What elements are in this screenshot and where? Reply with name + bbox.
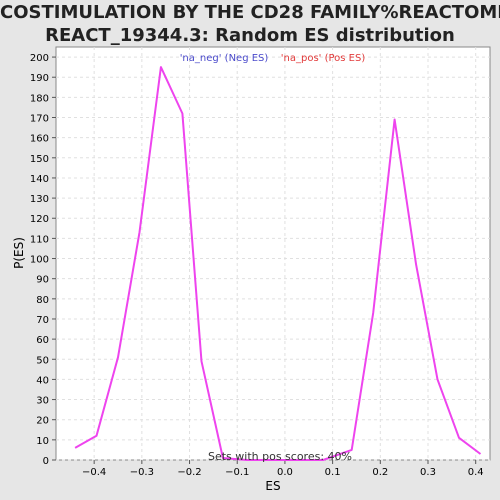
chart-title-line-2: REACT_19344.3: Random ES distribution: [45, 25, 455, 46]
x-tick-label: 0.4: [468, 467, 484, 478]
x-tick-label: 0.1: [325, 467, 341, 478]
y-tick-label: 100: [30, 255, 49, 266]
y-tick-label: 20: [36, 416, 49, 427]
chart-title-line-1: COSTIMULATION BY THE CD28 FAMILY%REACTOM…: [0, 2, 500, 23]
plot-area: [55, 46, 491, 461]
legend: 'na_neg' (Neg ES) 'na_pos' (Pos ES): [180, 53, 366, 64]
y-tick-label: 80: [36, 295, 49, 306]
y-tick-label: 50: [36, 355, 49, 366]
x-tick-label: −0.2: [177, 467, 201, 478]
x-tick-label: −0.4: [82, 467, 106, 478]
x-tick-label: −0.1: [225, 467, 249, 478]
y-tick-label: 200: [30, 53, 49, 64]
y-tick-label: 180: [30, 93, 49, 104]
y-tick-label: 40: [36, 375, 49, 386]
y-tick-label: 120: [30, 214, 49, 225]
y-axis: 0 10 20 30 40 50 60 70 80 90 100 110 120 130 140 150 160…: [30, 53, 56, 467]
y-tick-label: 0: [43, 456, 49, 467]
y-tick-label: 70: [36, 315, 49, 326]
series-layer: [74, 66, 482, 461]
grid: [56, 47, 490, 461]
legend-item-pos: 'na_pos' (Pos ES): [281, 53, 366, 64]
y-tick-label: 10: [36, 436, 49, 447]
x-tick-label: −0.3: [130, 467, 154, 478]
y-tick-label: 140: [30, 174, 49, 185]
y-tick-label: 110: [30, 234, 49, 245]
y-tick-label: 90: [36, 275, 49, 286]
x-tick-label: 0.2: [372, 467, 388, 478]
y-tick-label: 190: [30, 73, 49, 84]
y-tick-label: 170: [30, 114, 49, 125]
chart-title: COSTIMULATION BY THE CD28 FAMILY%REACTOM…: [0, 1, 500, 47]
y-tick-label: 150: [30, 154, 49, 165]
x-tick-label: 0.3: [420, 467, 436, 478]
x-tick-label: 0.0: [277, 467, 293, 478]
y-tick-label: 30: [36, 396, 49, 407]
es-distribution-line: [74, 66, 482, 461]
x-axis-label: ES: [265, 479, 280, 493]
y-tick-label: 160: [30, 134, 49, 145]
y-tick-label: 60: [36, 335, 49, 346]
pos-scores-annotation: Sets with pos scores: 40%: [208, 450, 352, 463]
legend-item-neg: 'na_neg' (Neg ES): [180, 53, 269, 64]
x-axis: −0.4 −0.3 −0.2 −0.1 0.0 0.1 0.2 0.3 0.4: [82, 460, 484, 478]
y-axis-label: P(ES): [12, 237, 26, 269]
y-tick-label: 130: [30, 194, 49, 205]
